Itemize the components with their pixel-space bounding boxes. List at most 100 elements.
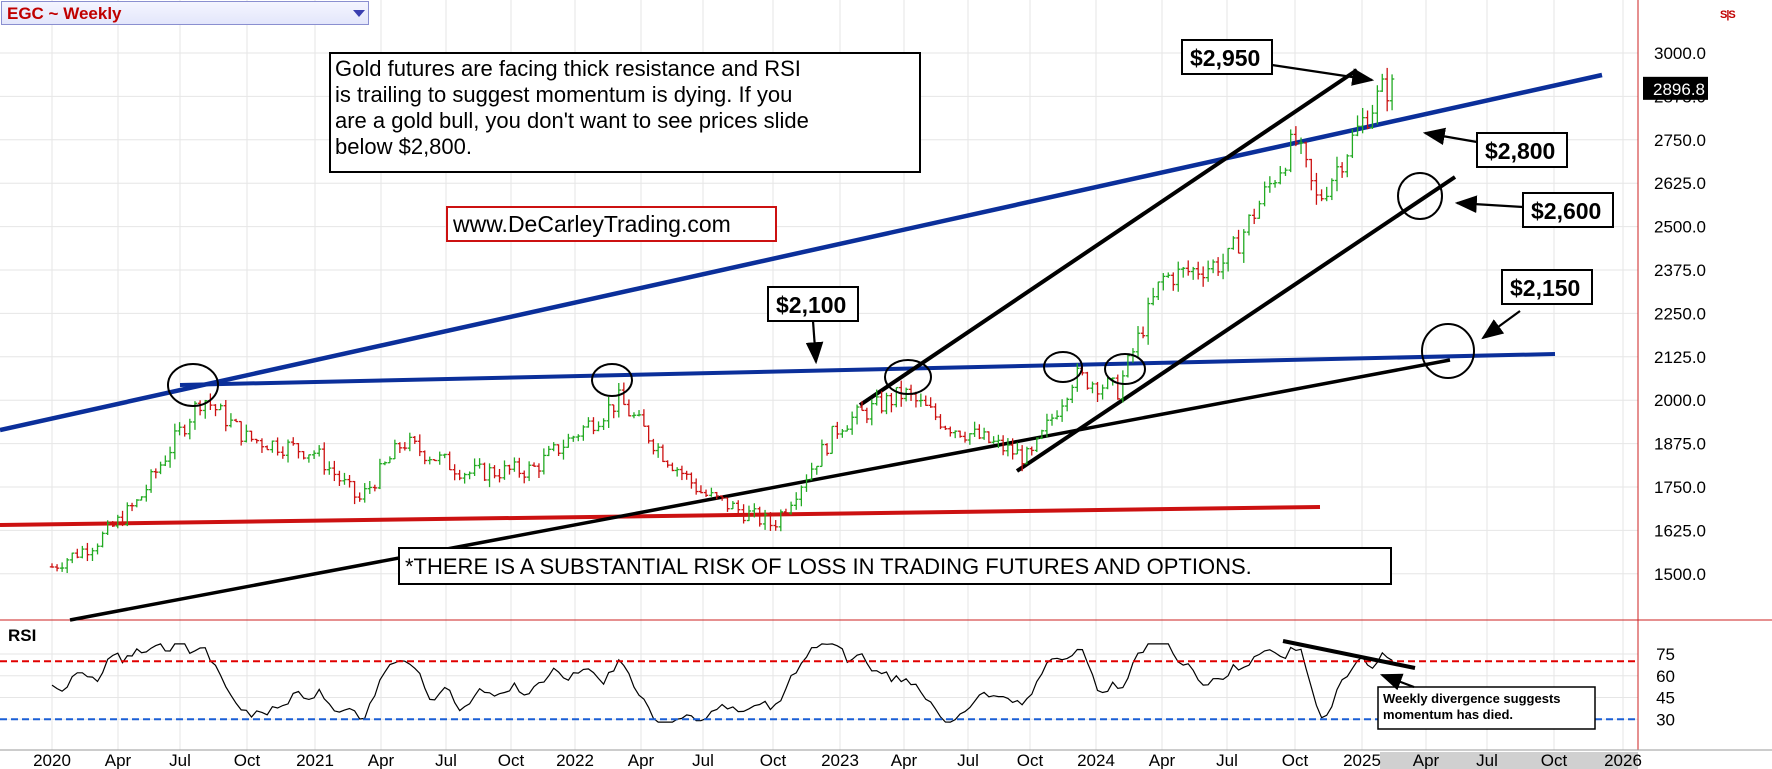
price-tick-label: 2500.0 <box>1654 218 1706 237</box>
long-term-support-line <box>0 505 1321 527</box>
rsi-note-box-frame <box>1377 686 1596 730</box>
time-tick-label: Oct <box>1017 751 1044 769</box>
price-label-box-text: $2,150 <box>1510 275 1580 301</box>
rsi-tick-label: 60 <box>1656 667 1675 686</box>
settings-icon[interactable]: S|S <box>1720 9 1736 21</box>
price-bars <box>49 67 1395 574</box>
circle-highlight <box>591 363 633 397</box>
time-tick-label: Apr <box>1149 751 1176 769</box>
future-shade <box>1380 752 1638 769</box>
symbol-text: EGC ~ Weekly <box>7 4 122 23</box>
time-tick-label: Oct <box>498 751 525 769</box>
chevron-down-icon[interactable] <box>353 10 365 17</box>
rsi-divergence-line <box>1282 639 1416 670</box>
price-label-box: $2,950 <box>1181 39 1273 75</box>
price-label-box-frame <box>1181 39 1273 75</box>
time-tick-label: Oct <box>1282 751 1309 769</box>
price-label-box-frame <box>1522 192 1614 228</box>
time-tick-label: Apr <box>105 751 132 769</box>
disclaimer-box-text: *THERE IS A SUBSTANTIAL RISK OF LOSS IN … <box>405 554 1252 579</box>
long-term-uptrend-line <box>69 358 1451 622</box>
website-box-frame <box>446 206 777 242</box>
price-label-box-frame <box>767 286 859 322</box>
rsi-label: RSI <box>8 626 36 645</box>
price-label-box: $2,800 <box>1476 132 1568 168</box>
circle-highlight <box>1104 353 1146 385</box>
rsi-tick-label: 45 <box>1656 689 1675 708</box>
rsi-line <box>51 643 1393 723</box>
time-tick-label: Apr <box>628 751 655 769</box>
price-label-box-text: $2,100 <box>776 292 846 318</box>
price-label-box: $2,600 <box>1522 192 1614 228</box>
price-tick-label: 2750.0 <box>1654 131 1706 150</box>
commentary-box-text: below $2,800. <box>335 134 472 159</box>
circle-highlight <box>167 363 219 407</box>
rsi-note-box-text: Weekly divergence suggests <box>1383 691 1561 706</box>
price-tick-label: 2000.0 <box>1654 391 1706 410</box>
price-label-box-text: $2,950 <box>1190 45 1260 71</box>
annotation-arrow <box>1454 195 1524 213</box>
annotation-arrow <box>1422 127 1478 146</box>
price-tick-label: 2625.0 <box>1654 174 1706 193</box>
annotation-arrow <box>1481 310 1521 340</box>
symbol-selector[interactable]: EGC ~ Weekly <box>1 1 369 25</box>
price-label-box-text: $2,600 <box>1531 198 1601 224</box>
rsi-note-box-text: momentum has died. <box>1383 707 1513 722</box>
price-label-box-text: $2,800 <box>1485 138 1555 164</box>
time-tick-label: 2025 <box>1343 751 1381 769</box>
axes: 3000.02875.02750.02625.02500.02375.02250… <box>33 44 1708 769</box>
price-tick-label: 1500.0 <box>1654 565 1706 584</box>
time-tick-label: Oct <box>234 751 261 769</box>
price-label-box: $2,150 <box>1501 269 1593 305</box>
price-tick-label: 1750.0 <box>1654 478 1706 497</box>
price-label-box-frame <box>1476 132 1568 168</box>
price-label-box-frame <box>1501 269 1593 305</box>
price-tick-label: 2375.0 <box>1654 261 1706 280</box>
time-tick-label: Oct <box>760 751 787 769</box>
rsi-panel <box>0 639 1638 723</box>
time-tick-label: Jul <box>1216 751 1238 769</box>
rsi-note-box: Weekly divergence suggests momentum has … <box>1377 686 1596 730</box>
time-tick-label: 2020 <box>33 751 71 769</box>
rsi-tick-label: 75 <box>1656 645 1675 664</box>
annotation-arrow <box>1271 63 1375 86</box>
circle-highlight <box>884 359 932 395</box>
commentary-box: Gold futures are facing thick resistance… <box>329 52 921 173</box>
annotations: Gold futures are facing thick resistance… <box>167 39 1614 730</box>
rsi-tick-label: 30 <box>1656 710 1675 729</box>
time-tick-label: 2021 <box>296 751 334 769</box>
price-tick-label: 1875.0 <box>1654 435 1706 454</box>
time-tick-label: Jul <box>1476 751 1498 769</box>
time-tick-label: Jul <box>169 751 191 769</box>
commentary-box-text: Gold futures are facing thick resistance… <box>335 56 801 81</box>
time-tick-label: 2024 <box>1077 751 1115 769</box>
horizontal-resistance-line <box>179 352 1556 387</box>
disclaimer-box-frame <box>398 547 1392 585</box>
time-tick-label: Jul <box>957 751 979 769</box>
time-tick-label: 2023 <box>821 751 859 769</box>
panel-dividers <box>0 0 1772 751</box>
time-tick-label: Oct <box>1541 751 1568 769</box>
time-tick-label: Apr <box>368 751 395 769</box>
commentary-box-text: is trailing to suggest momentum is dying… <box>335 82 792 107</box>
commentary-box-frame <box>329 52 921 173</box>
price-tick-label: 3000.0 <box>1654 44 1706 63</box>
price-tick-label: 2250.0 <box>1654 304 1706 323</box>
time-tick-label: 2026 <box>1604 751 1642 769</box>
time-tick-label: Apr <box>891 751 918 769</box>
resistance-channel-line <box>0 72 1603 433</box>
trend-lines <box>0 68 1603 622</box>
commentary-box-text: are a gold bull, you don't want to see p… <box>335 108 809 133</box>
last-price-badge <box>1643 76 1708 100</box>
upper-rising-channel-line <box>858 68 1359 407</box>
circle-highlight <box>1043 351 1083 383</box>
time-tick-label: Jul <box>692 751 714 769</box>
time-tick-label: 2022 <box>556 751 594 769</box>
circle-highlight <box>1421 323 1475 379</box>
time-tick-label: Apr <box>1413 751 1440 769</box>
annotation-arrow <box>1379 673 1415 691</box>
last-price-label: 2896.8 <box>1653 80 1705 99</box>
annotation-arrow <box>805 320 824 365</box>
time-tick-label: Jul <box>435 751 457 769</box>
